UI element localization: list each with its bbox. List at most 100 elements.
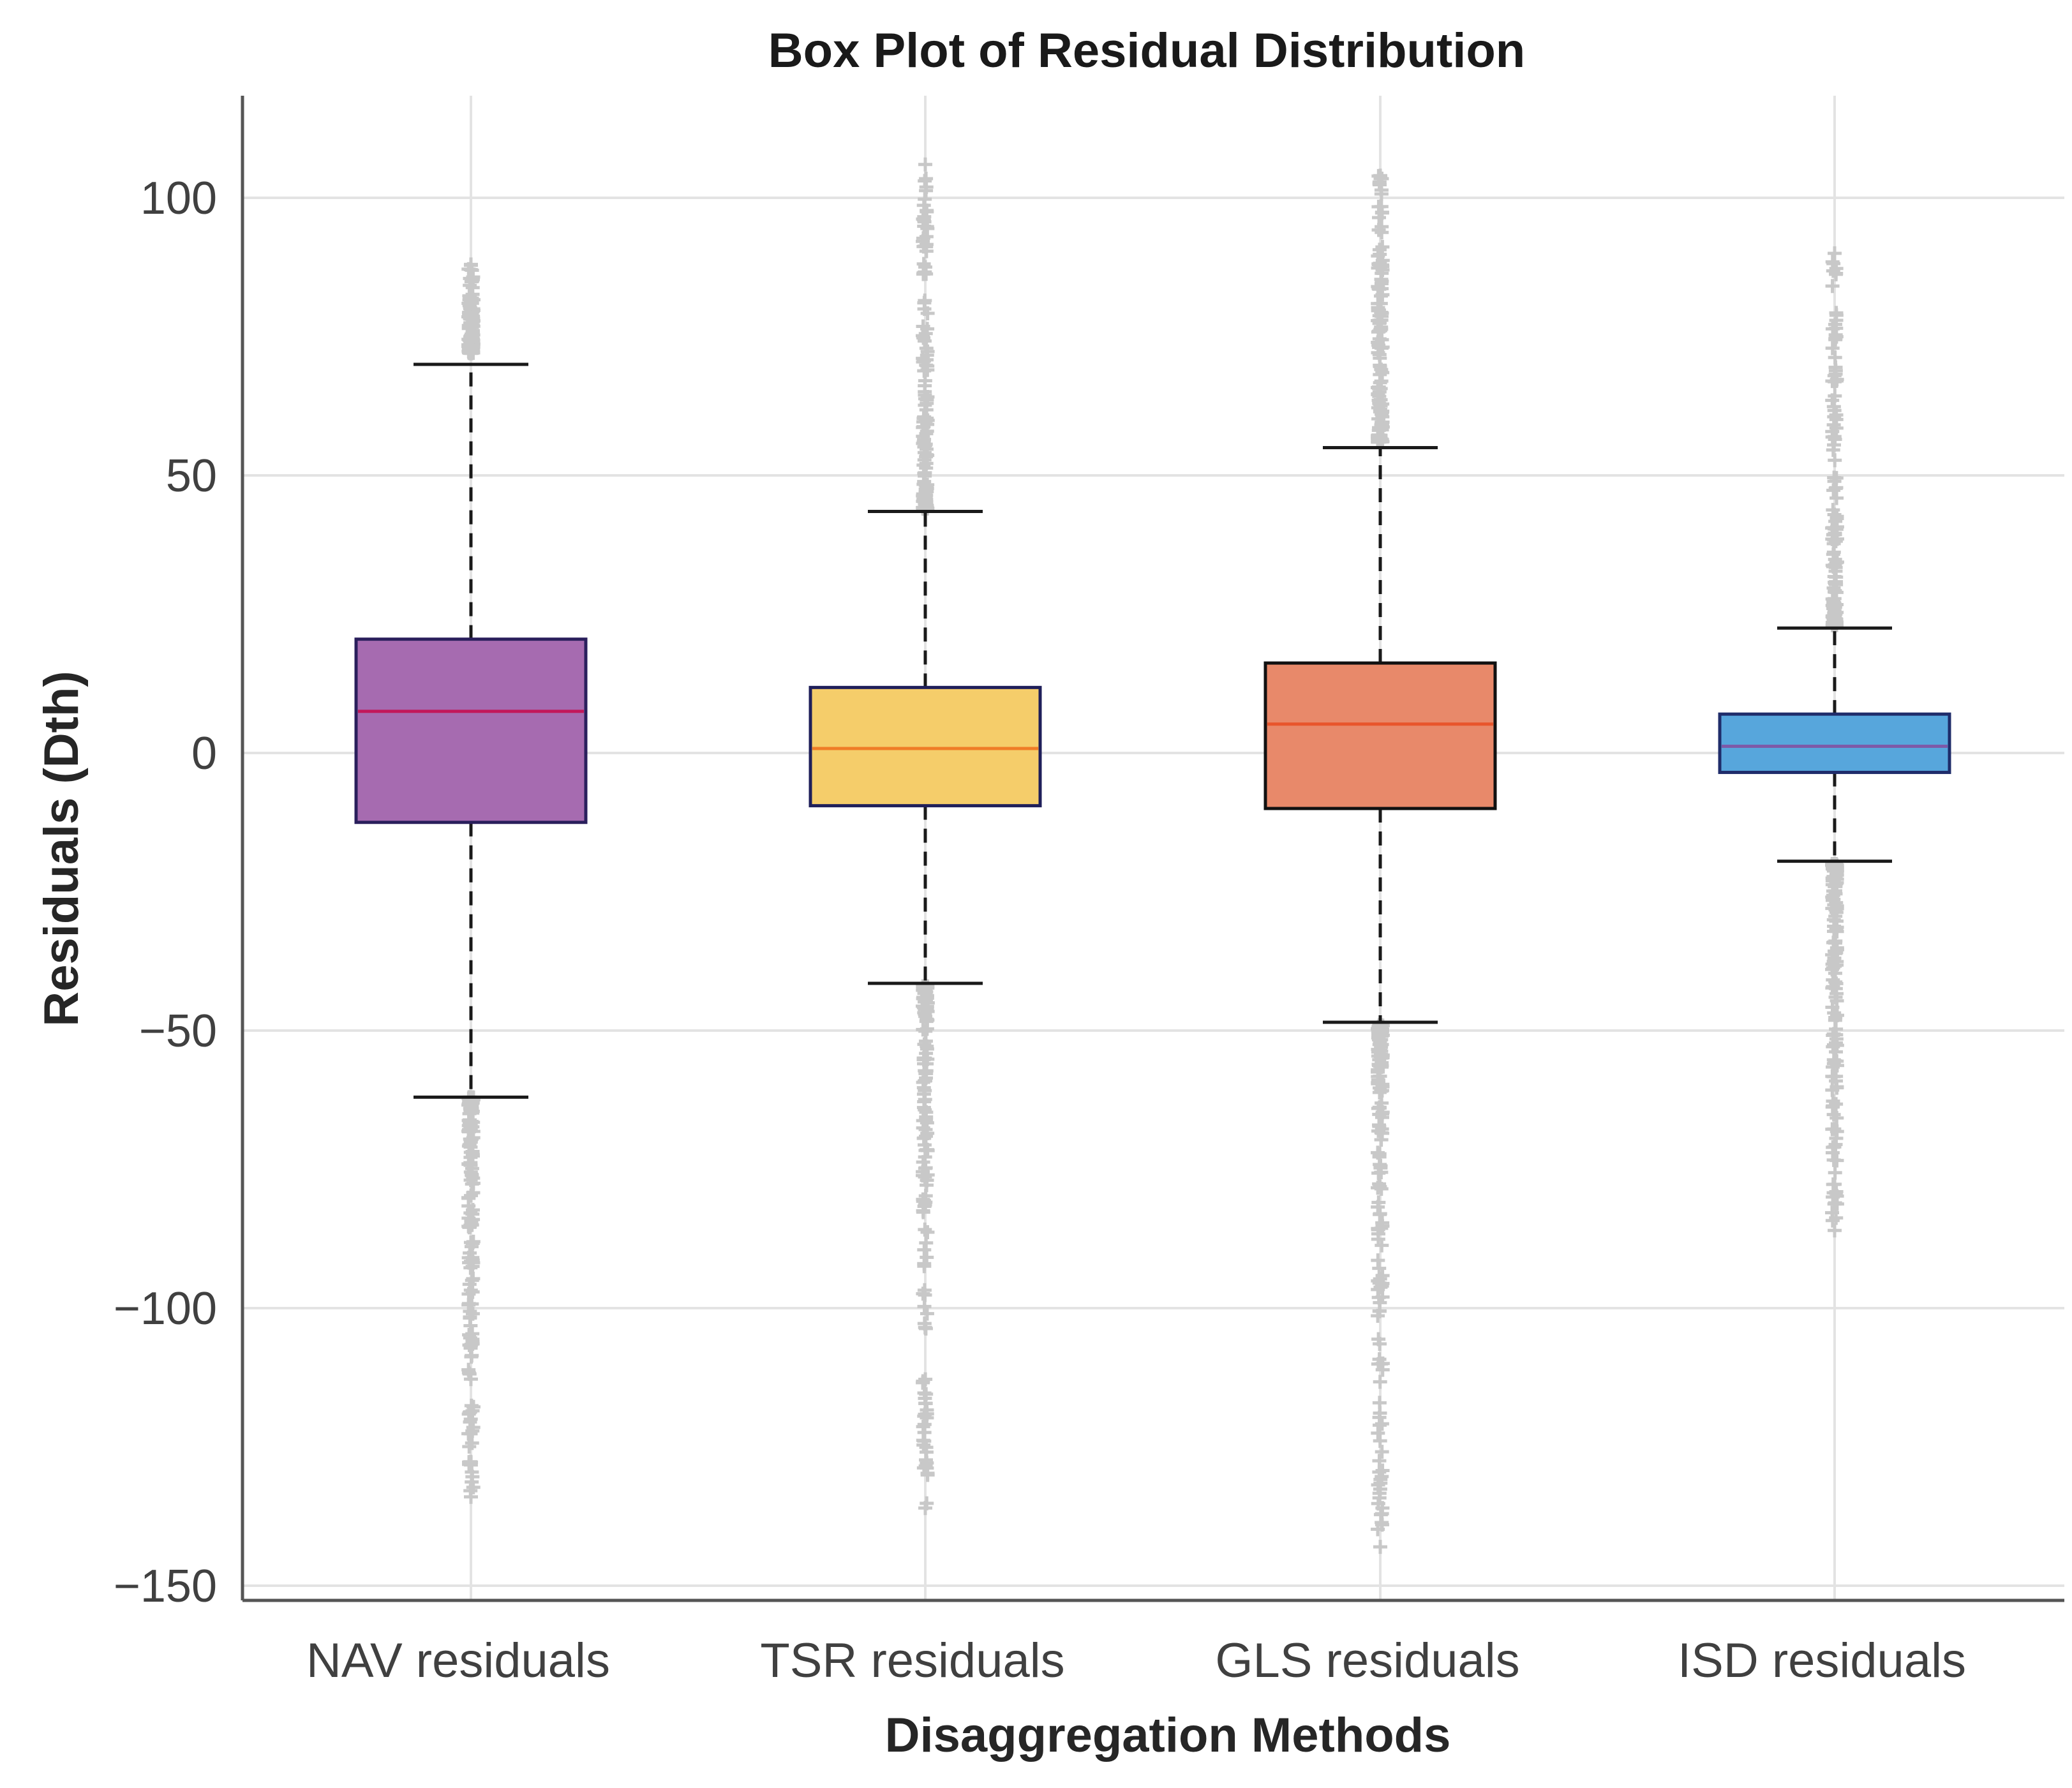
outlier-marker — [1825, 1083, 1840, 1098]
outlier-marker — [917, 1299, 932, 1314]
outlier-marker — [465, 341, 480, 356]
outlier-marker — [462, 1277, 477, 1292]
outlier-marker — [918, 1222, 932, 1237]
outlier-marker — [1373, 247, 1387, 262]
outlier-marker — [1375, 1515, 1389, 1530]
outlier-marker — [1373, 1482, 1387, 1496]
outlier-marker — [1830, 902, 1844, 916]
box-group — [1718, 626, 1951, 863]
outlier-marker — [1375, 1417, 1389, 1431]
outlier-marker — [1828, 990, 1843, 1004]
outlier-marker — [1375, 259, 1390, 274]
outlier-marker — [466, 1480, 481, 1494]
outliers-4 — [1825, 246, 1844, 1238]
outlier-marker — [1830, 958, 1844, 972]
outlier-marker — [461, 1198, 476, 1213]
outlier-marker — [918, 384, 932, 399]
outlier-marker — [464, 257, 478, 272]
outlier-marker — [920, 1144, 935, 1158]
outlier-marker — [1826, 1039, 1840, 1054]
outlier-marker — [1371, 223, 1386, 237]
outlier-marker — [920, 1168, 935, 1182]
outlier-marker — [1825, 279, 1840, 294]
outlier-marker — [462, 1327, 477, 1342]
outlier-marker — [1826, 443, 1840, 458]
outlier-marker — [1374, 199, 1389, 214]
box-group — [354, 362, 588, 1099]
outlier-marker — [1830, 519, 1844, 534]
outlier-marker — [1372, 429, 1387, 443]
outlier-marker — [1830, 1124, 1844, 1139]
outlier-marker — [1828, 246, 1842, 260]
outlier-marker — [1828, 558, 1842, 572]
outlier-marker — [919, 1440, 934, 1455]
outlier-marker — [465, 1236, 480, 1251]
outlier-marker — [917, 1259, 932, 1274]
outlier-marker — [1826, 1107, 1841, 1122]
outlier-marker — [1375, 1106, 1390, 1121]
outliers-2 — [916, 157, 935, 1516]
outlier-marker — [1827, 935, 1842, 950]
outlier-marker — [1375, 1126, 1390, 1141]
outlier-marker — [916, 1375, 930, 1390]
outlier-markers — [461, 157, 1844, 1554]
outlier-marker — [917, 452, 932, 467]
outlier-marker — [1375, 404, 1390, 419]
chart-title: Box Plot of Residual Distribution — [768, 24, 1525, 78]
outlier-marker — [1827, 403, 1842, 418]
axes — [241, 96, 2064, 1602]
outlier-marker — [918, 1396, 933, 1411]
outlier-marker — [1373, 1540, 1387, 1554]
outlier-marker — [461, 320, 476, 335]
outlier-marker — [1375, 1055, 1389, 1070]
outlier-marker — [1371, 1332, 1386, 1346]
outlier-marker — [1829, 914, 1844, 928]
outlier-marker — [916, 329, 930, 343]
outlier-marker — [1372, 1119, 1387, 1134]
outlier-marker — [920, 1126, 935, 1140]
outlier-marker — [1827, 598, 1842, 613]
outlier-marker — [918, 192, 932, 207]
outlier-marker — [466, 1176, 481, 1191]
labels: Box Plot of Residual Distribution Disagg… — [34, 24, 1966, 1762]
y-tick-label: −100 — [114, 1283, 217, 1334]
outlier-marker — [463, 1112, 477, 1127]
outlier-marker — [1830, 1196, 1844, 1211]
outlier-marker — [919, 461, 934, 475]
outlier-marker — [463, 1311, 477, 1325]
outlier-marker — [1371, 1496, 1385, 1511]
outlier-marker — [917, 1242, 932, 1257]
outlier-marker — [920, 1410, 934, 1425]
outlier-marker — [1373, 1161, 1388, 1175]
outlier-marker — [464, 1489, 478, 1504]
grid-lines — [242, 96, 2064, 1600]
outlier-marker — [1372, 1396, 1387, 1410]
outlier-marker — [1829, 574, 1844, 589]
outlier-marker — [920, 1306, 934, 1321]
outliers-1 — [461, 257, 481, 1504]
x-tick-label: GLS residuals — [1215, 1634, 1519, 1688]
x-tick-label: NAV residuals — [306, 1634, 610, 1688]
outlier-marker — [1828, 481, 1843, 496]
outlier-marker — [1372, 340, 1387, 355]
outlier-marker — [917, 410, 932, 424]
outlier-marker — [916, 231, 930, 246]
outlier-marker — [1830, 942, 1844, 957]
outlier-marker — [1828, 1177, 1842, 1191]
outlier-marker — [466, 1149, 481, 1163]
outlier-marker — [1373, 296, 1388, 311]
outlier-marker — [461, 1455, 476, 1470]
outlier-marker — [463, 1165, 478, 1179]
box-group — [1263, 446, 1497, 1024]
outlier-marker — [462, 1367, 477, 1382]
outlier-marker — [917, 1316, 932, 1331]
x-tick-label: ISD residuals — [1678, 1634, 1966, 1688]
outlier-marker — [1825, 322, 1840, 336]
outlier-marker — [917, 1283, 932, 1297]
outlier-marker — [1829, 1097, 1844, 1112]
outlier-marker — [918, 157, 932, 172]
outlier-marker — [920, 306, 935, 321]
outlier-marker — [461, 1124, 476, 1139]
outlier-marker — [1375, 1238, 1389, 1253]
